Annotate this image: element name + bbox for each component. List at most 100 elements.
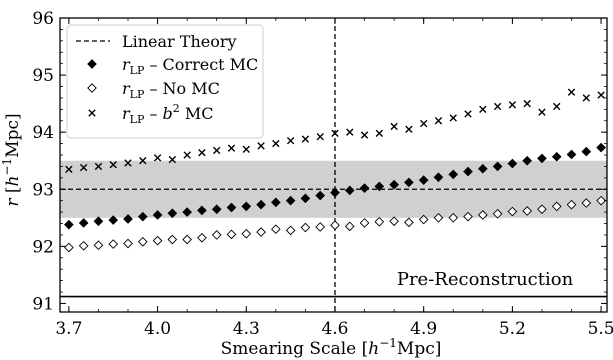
point-correct-mc [285, 195, 296, 206]
point-correct-mc [152, 210, 163, 220]
legend-swatch-b2-mc [88, 109, 96, 117]
point-b2-mc [508, 101, 517, 109]
axes-layer: 3.7 4.0 4.3 4.6 4.9 5.2 5.5 91 92 93 94 95 96 [32, 9, 613, 339]
point-correct-mc [566, 149, 577, 160]
point-correct-mc [93, 216, 104, 227]
point-correct-mc [596, 142, 606, 153]
point-b2-mc [301, 135, 310, 143]
point-no-mc [537, 204, 547, 215]
point-no-mc [477, 210, 488, 220]
legend-label-linear: Linear Theory [122, 32, 237, 51]
point-no-mc [211, 230, 222, 240]
point-correct-mc [359, 183, 370, 193]
legend-swatch-correct-mc [87, 59, 97, 69]
point-b2-mc [538, 108, 546, 116]
y-tick-label: 95 [32, 66, 54, 86]
x-tick-label: 4.6 [321, 319, 348, 339]
point-b2-mc [464, 110, 472, 118]
legend-label-b2: rLP – b2 MC [122, 102, 214, 126]
point-no-mc [507, 206, 518, 217]
point-correct-mc [167, 208, 178, 219]
point-correct-mc [551, 151, 562, 162]
point-correct-mc [507, 158, 518, 169]
point-no-mc [182, 234, 192, 245]
point-correct-mc [64, 219, 74, 230]
point-correct-mc [389, 179, 399, 190]
x-tick-label: 5.2 [499, 319, 526, 339]
point-b2-mc [597, 91, 605, 99]
point-no-mc [374, 216, 385, 227]
x-tick-label: 4.0 [144, 319, 171, 339]
point-correct-mc [271, 197, 281, 208]
x-tick-label: 5.5 [588, 319, 613, 339]
point-b2-mc [168, 155, 177, 164]
point-correct-mc [418, 175, 429, 185]
point-no-mc [108, 239, 119, 249]
point-correct-mc [256, 199, 266, 210]
point-no-mc [300, 222, 311, 233]
point-correct-mc [463, 166, 473, 177]
y-tick-label: 96 [32, 9, 54, 29]
point-no-mc [566, 199, 577, 210]
point-no-mc [596, 195, 606, 206]
point-no-mc [256, 227, 266, 237]
point-b2-mc [79, 163, 88, 172]
point-no-mc [315, 222, 326, 232]
point-correct-mc [123, 214, 133, 224]
plot-frame [59, 17, 608, 313]
point-correct-mc [374, 181, 385, 192]
point-no-mc [226, 229, 237, 240]
point-b2-mc [183, 151, 191, 159]
point-b2-mc [331, 129, 339, 138]
point-no-mc [137, 236, 148, 247]
point-b2-mc [153, 154, 162, 162]
reference-lines-layer [60, 18, 607, 312]
point-correct-mc [300, 193, 311, 204]
point-correct-mc [522, 155, 533, 166]
point-b2-mc [65, 165, 73, 173]
point-correct-mc [226, 202, 237, 213]
point-no-mc [344, 221, 355, 232]
point-no-mc [93, 240, 104, 251]
point-correct-mc [344, 185, 355, 196]
point-no-mc [197, 232, 207, 243]
x-tick-label: 3.7 [55, 319, 82, 339]
legend-label-correct: rLP – Correct MC [122, 55, 258, 77]
point-b2-mc [109, 161, 117, 169]
point-correct-mc [448, 169, 459, 180]
point-no-mc [152, 235, 163, 246]
y-tick-label: 92 [32, 237, 54, 257]
point-no-mc [271, 224, 281, 235]
point-b2-mc [567, 88, 576, 96]
point-b2-mc [434, 117, 443, 125]
point-no-mc [330, 220, 340, 231]
point-b2-mc [257, 142, 265, 150]
point-no-mc [359, 218, 370, 228]
point-correct-mc [211, 204, 222, 215]
y-tick-label: 94 [32, 123, 54, 143]
point-no-mc [522, 206, 533, 216]
point-correct-mc [108, 215, 119, 225]
point-no-mc [492, 208, 503, 219]
point-b2-mc [553, 102, 561, 111]
point-no-mc [418, 214, 429, 225]
x-tick-label: 4.3 [233, 319, 260, 339]
point-no-mc [64, 242, 74, 253]
point-b2-mc [419, 119, 428, 128]
legend-swatch-no-mc [87, 83, 97, 93]
point-correct-mc [241, 201, 252, 212]
point-correct-mc [78, 218, 89, 228]
point-b2-mc [316, 133, 324, 141]
point-correct-mc [492, 161, 503, 172]
point-correct-mc [137, 211, 148, 222]
point-b2-mc [405, 125, 413, 134]
point-no-mc [551, 201, 562, 212]
point-b2-mc [346, 128, 354, 136]
point-correct-mc [182, 207, 192, 217]
point-b2-mc [360, 131, 369, 139]
point-no-mc [581, 198, 592, 208]
point-no-mc [404, 217, 414, 228]
point-no-mc [433, 212, 444, 223]
point-b2-mc [213, 146, 221, 155]
